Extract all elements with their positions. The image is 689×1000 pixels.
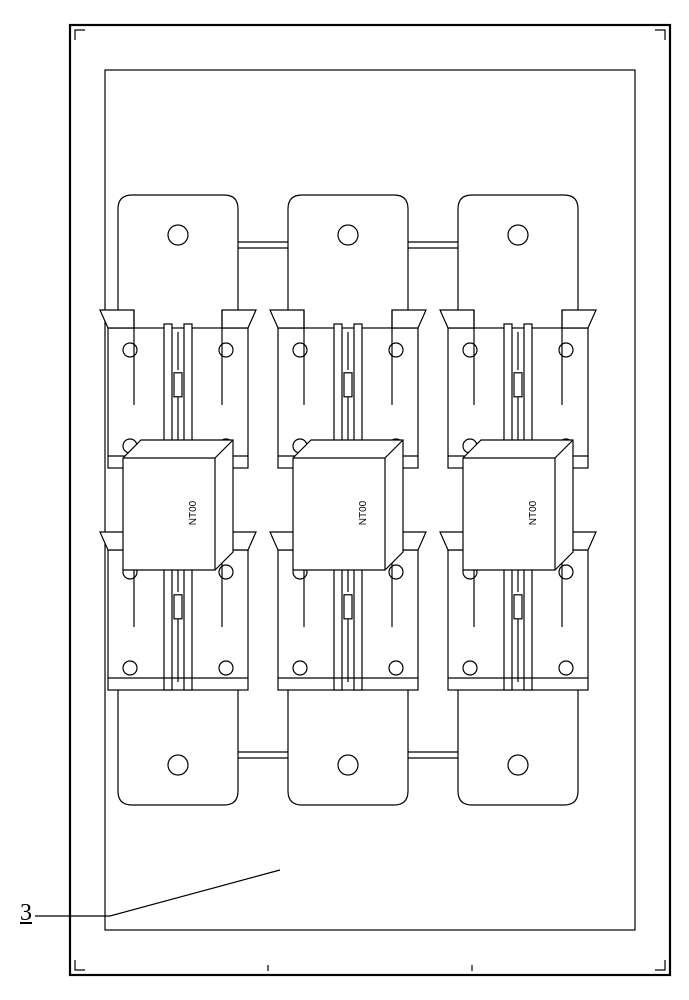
svg-text:NT00: NT00 bbox=[188, 500, 199, 525]
diagram-svg: NT00 NT00 NT00 bbox=[0, 0, 689, 1000]
svg-text:NT00: NT00 bbox=[528, 500, 539, 525]
svg-text:NT00: NT00 bbox=[358, 500, 369, 525]
callout-label: 3 bbox=[20, 900, 32, 927]
